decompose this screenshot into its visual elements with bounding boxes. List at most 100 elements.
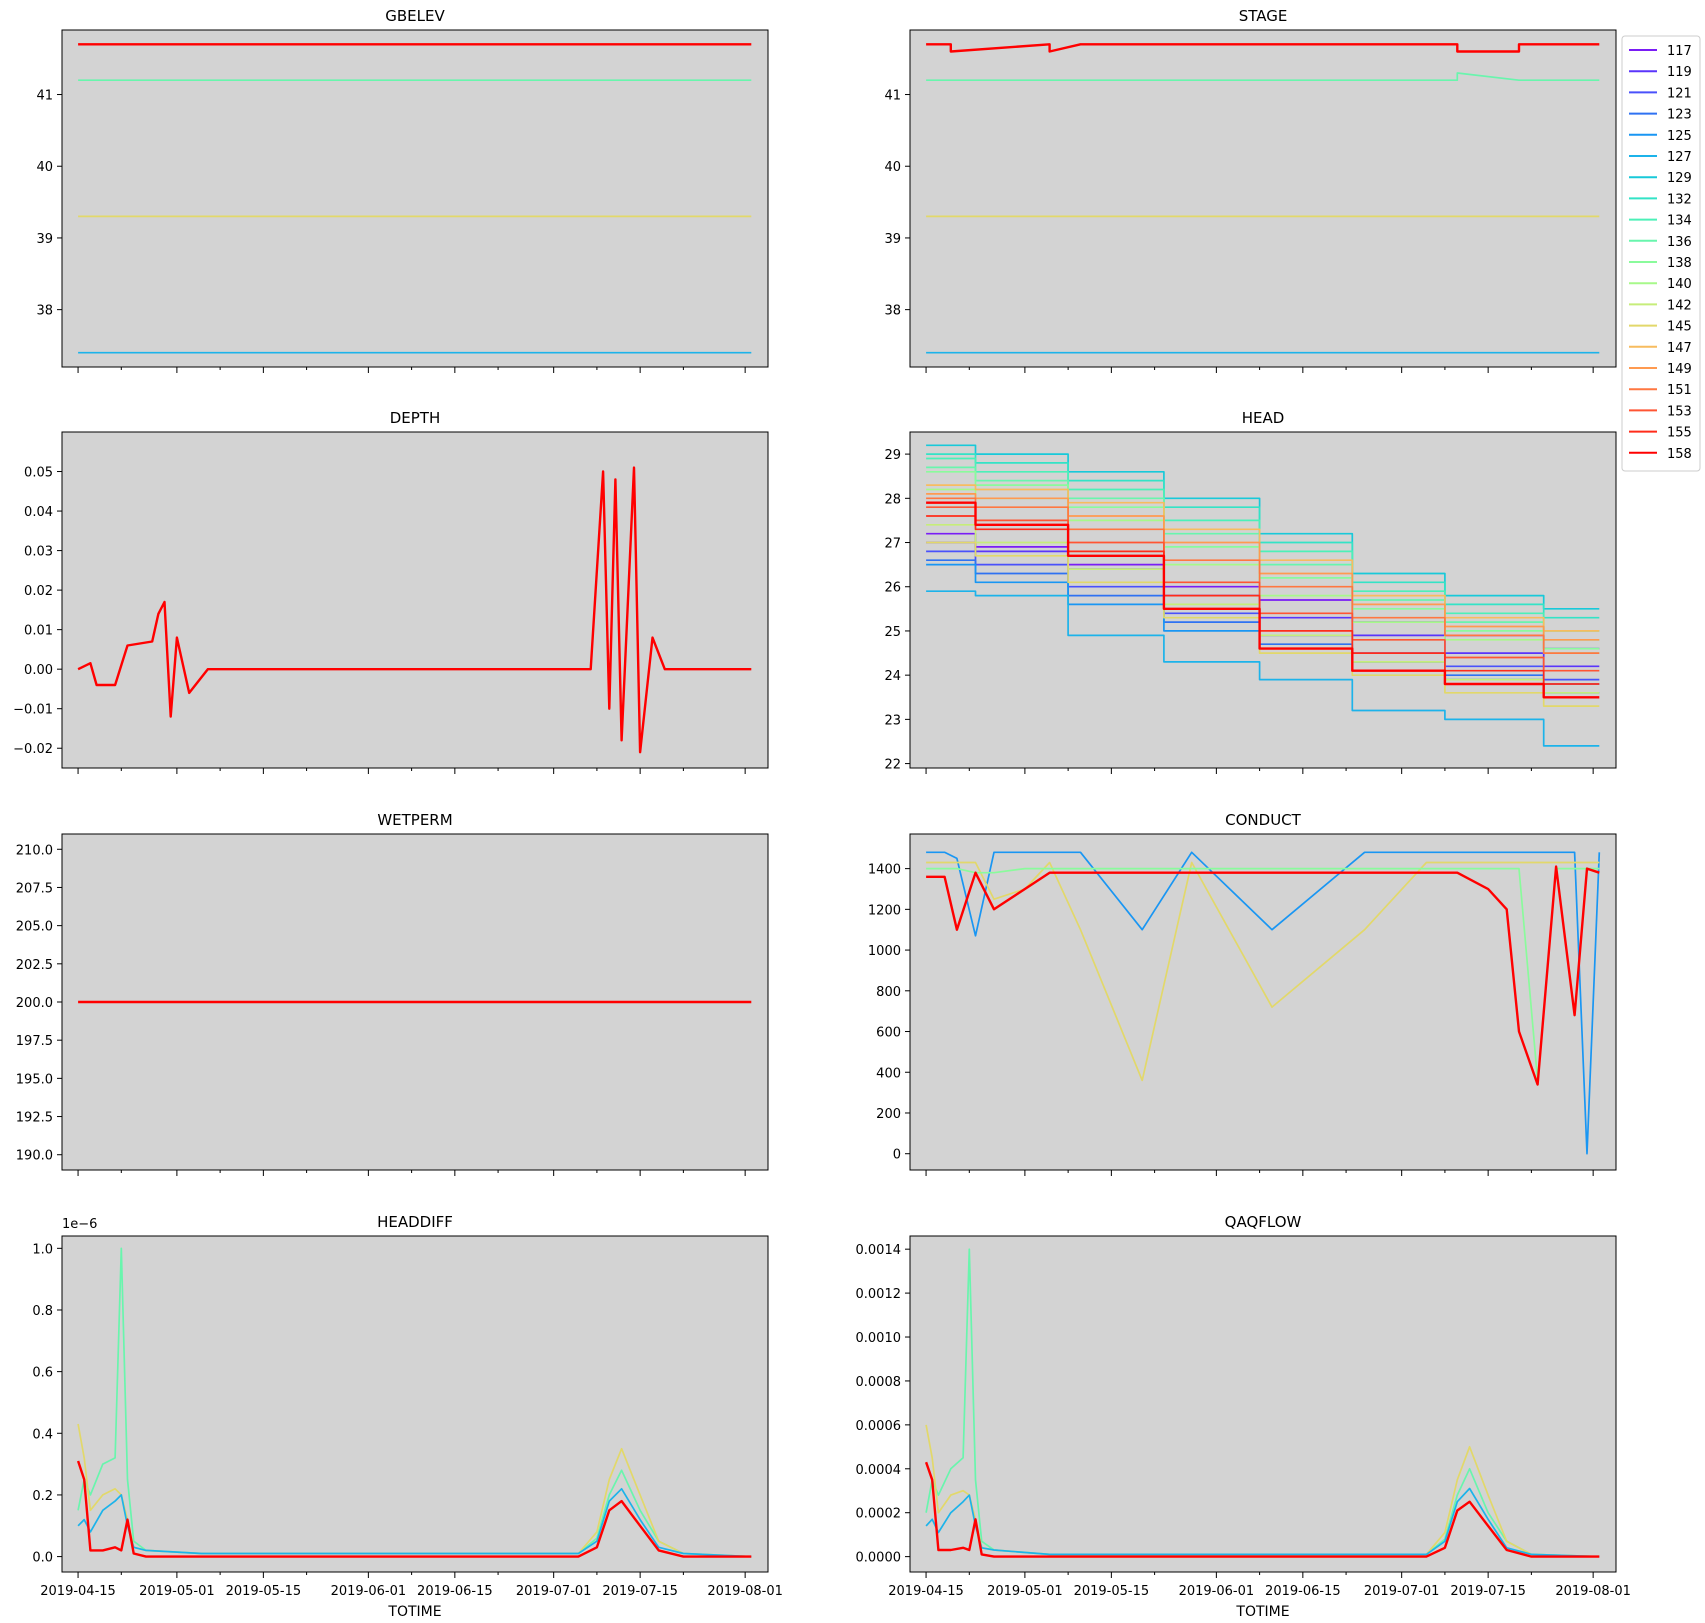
legend-label: 158 [1667,447,1692,462]
legend-label: 145 [1667,320,1692,335]
legend-label: 134 [1667,214,1692,229]
y-tick-label: −0.02 [13,742,53,757]
legend-label: 140 [1667,277,1692,292]
legend-label: 123 [1667,108,1692,123]
y-tick-label: 200 [876,1107,901,1122]
x-tick-label: 2019-06-15 [1265,1584,1341,1599]
y-tick-label: 0.4 [32,1427,53,1442]
y-tick-label: 39 [36,232,53,247]
series-group [926,851,1601,1155]
y-tick-label: 195.0 [16,1072,53,1087]
plot-area [910,834,1616,1170]
y-tick-label: 1.0 [32,1242,53,1257]
y-tick-label: 0.0000 [856,1551,902,1566]
legend-label: 155 [1667,426,1692,441]
y-tick-label: 1400 [868,863,901,878]
legend-label: 119 [1667,65,1692,80]
legend-label: 153 [1667,404,1692,419]
y-tick-label: 1000 [868,944,901,959]
series-line-158 [926,865,1600,1086]
y-tick-label: 190.0 [16,1149,53,1164]
panel-gbelev: GBELEV 38 39 40 41 [36,7,769,373]
legend-label: 147 [1667,341,1692,356]
legend-label: 142 [1667,298,1692,313]
y-tick-label: 600 [876,1026,901,1041]
x-tick-label: 2019-07-15 [1450,1584,1526,1599]
y-tick-label: 28 [884,492,901,507]
x-tick-label: 2019-06-01 [331,1584,407,1599]
y-tick-label: 205.0 [16,920,53,935]
plot-frame [61,29,769,368]
y-tick-label: 0.0002 [856,1507,902,1522]
y-tick-label: 0.0 [32,1551,53,1566]
series-line-127 [925,1487,1600,1558]
y-tick-label: 0.01 [24,624,53,639]
panel-depth: DEPTH −0.02 −0.01 0.00 0.01 0.02 0.03 0.04 0.05 [13,409,769,774]
y-tick-label: 0.8 [32,1304,53,1319]
x-tick-label: 2019-07-01 [516,1584,592,1599]
y-tick-label: 0.04 [24,505,53,520]
y-tick-label: 0.6 [32,1366,53,1381]
y-tick-label: 25 [884,625,901,640]
plot-frame [61,1235,769,1573]
series-group [77,466,752,754]
plot-area [62,1236,768,1572]
x-tick-label: 2019-05-15 [1074,1584,1150,1599]
panel-title: HEAD [1242,409,1285,427]
panel-wetperm: WETPERM 190.0 192.5 195.0 197.5 200.0 202.5 205… [16,811,769,1176]
panel-title: QAQFLOW [1225,1213,1302,1231]
panel-stage: STAGE 38 39 40 41 [884,7,1617,373]
series-line-125 [926,851,1601,1155]
x-axis-label: TOTIME [387,1604,441,1620]
y-tick-label: 38 [884,304,901,319]
series-line-127 [926,590,1600,747]
plot-frame [61,431,769,769]
y-tick-label: −0.01 [13,703,53,718]
y-tick-label: 24 [884,669,901,684]
y-tick-label: 197.5 [16,1034,53,1049]
legend-label: 125 [1667,129,1692,144]
series-group [924,1248,1600,1558]
x-tick-label: 2019-06-15 [417,1584,493,1599]
plot-area [62,432,768,768]
panel-head: HEAD 22 23 24 25 26 27 28 29 [884,409,1617,774]
x-tick-label: 2019-05-01 [987,1584,1063,1599]
panel-title: HEADDIFF [377,1213,453,1231]
series-line-145 [926,861,1600,1082]
y-tick-label: 1200 [868,903,901,918]
legend-label: 121 [1667,86,1692,101]
y-tick-label: 0.02 [24,584,53,599]
y-tick-label: 0.0006 [856,1419,902,1434]
series-line-149 [926,493,1600,641]
series-line-127 [77,1487,752,1558]
series-line-158 [76,1460,752,1558]
y-tick-label: 39 [884,232,901,247]
plot-frame [909,431,1617,769]
y-tick-label: 0.03 [24,545,53,560]
x-tick-label: 2019-04-15 [40,1584,116,1599]
panel-title: DEPTH [390,409,441,427]
x-tick-label: 2019-08-01 [707,1584,783,1599]
legend-label: 151 [1667,383,1692,398]
y-tick-label: 202.5 [16,958,53,973]
plot-frame [909,29,1617,368]
y-tick-label: 41 [36,89,53,104]
y-tick-label: 27 [884,537,901,552]
plot-frame [909,833,1617,1171]
panel-title: STAGE [1239,7,1288,25]
legend-label: 136 [1667,235,1692,250]
legend-label: 132 [1667,192,1692,207]
y-tick-label: 40 [884,160,901,175]
legend-box [1621,35,1701,472]
y-tick-label: 200.0 [16,996,53,1011]
x-tick-label: 2019-05-01 [139,1584,215,1599]
panel-title: WETPERM [377,811,452,829]
series-line-136 [926,72,1600,82]
legend-label: 117 [1667,44,1692,59]
plot-area [910,30,1616,367]
legend-label: 149 [1667,362,1692,377]
y-tick-label: 0.0010 [856,1331,902,1346]
series-group [76,1247,752,1558]
series-line-158 [926,43,1600,53]
